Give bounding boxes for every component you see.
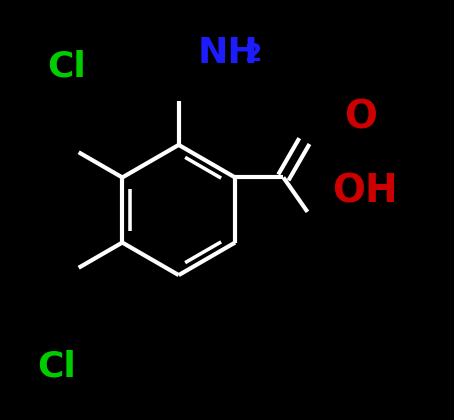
Text: Cl: Cl (37, 349, 76, 383)
Text: NH: NH (197, 36, 258, 70)
Text: 2: 2 (245, 42, 262, 66)
Text: Cl: Cl (47, 50, 86, 84)
Text: O: O (344, 99, 377, 136)
Text: OH: OH (332, 172, 398, 210)
